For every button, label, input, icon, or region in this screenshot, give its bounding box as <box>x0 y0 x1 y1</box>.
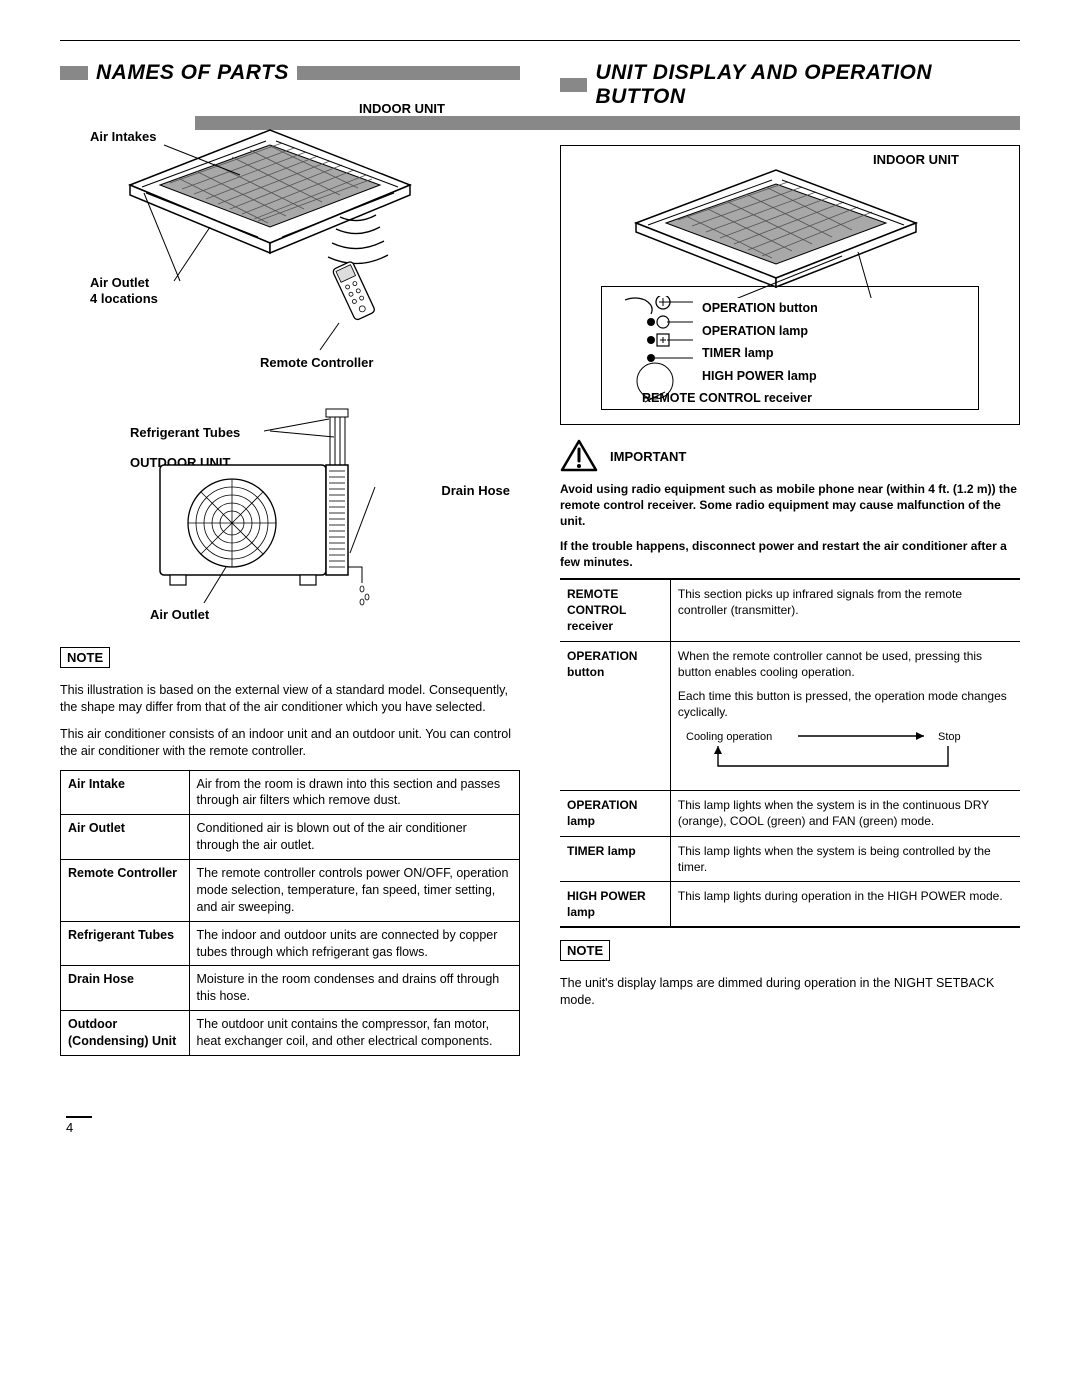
note-paragraph-1: This illustration is based on the extern… <box>60 682 520 716</box>
ops-table-key: TIMER lamp <box>560 836 670 881</box>
section-title: NAMES OF PARTS <box>96 61 289 85</box>
parts-table-key: Drain Hose <box>61 966 190 1011</box>
note-label-box-right: NOTE <box>560 940 610 961</box>
note-paragraph-right: The unit's display lamps are dimmed duri… <box>560 975 1020 1009</box>
parts-table-value: The remote controller controls power ON/… <box>189 860 519 922</box>
table-row: Air IntakeAir from the room is drawn int… <box>61 770 520 815</box>
outdoor-unit-illustration <box>150 407 410 617</box>
note-label-box: NOTE <box>60 647 110 668</box>
display-box: INDOOR UNIT <box>560 145 1020 425</box>
parts-table-key: Remote Controller <box>61 860 190 922</box>
parts-table-value: Air from the room is drawn into this sec… <box>189 770 519 815</box>
label-drain-hose: Drain Hose <box>441 483 510 498</box>
table-row: Remote ControllerThe remote controller c… <box>61 860 520 922</box>
cassette-illustration-right <box>606 158 946 298</box>
svg-text:Stop: Stop <box>938 731 961 743</box>
parts-table-value: Conditioned air is blown out of the air … <box>189 815 519 860</box>
ops-table-key: OPERATION lamp <box>560 791 670 836</box>
ops-table-key: HIGH POWER lamp <box>560 882 670 928</box>
table-row: Drain HoseMoisture in the room condenses… <box>61 966 520 1011</box>
important-label: IMPORTANT <box>610 449 686 464</box>
operations-table: REMOTE CONTROL receiverThis section pick… <box>560 578 1020 928</box>
parts-table-value: Moisture in the room condenses and drain… <box>189 966 519 1011</box>
label-operation-button: OPERATION button <box>702 297 968 320</box>
parts-table-key: Air Intake <box>61 770 190 815</box>
label-operation-lamp: OPERATION lamp <box>702 320 968 343</box>
page-number-bar <box>66 1116 92 1118</box>
important-p2: If the trouble happens, disconnect power… <box>560 538 1020 570</box>
label-high-power-lamp: HIGH POWER lamp <box>702 365 968 388</box>
page: NAMES OF PARTS INDOOR UNIT Air Intakes A… <box>0 0 1080 1175</box>
label-timer-lamp: TIMER lamp <box>702 342 968 365</box>
ops-table-value: This lamp lights when the system is in t… <box>670 791 1020 836</box>
parts-table-value: The indoor and outdoor units are connect… <box>189 921 519 966</box>
cassette-illustration <box>100 115 440 365</box>
table-row: OPERATION buttonWhen the remote controll… <box>560 641 1020 791</box>
parts-table-key: Outdoor (Condensing) Unit <box>61 1011 190 1056</box>
section-header-unit-display: UNIT DISPLAY AND OPERATION BUTTON <box>560 61 1020 109</box>
header-lead-bar <box>60 66 88 80</box>
ops-table-value: This lamp lights during operation in the… <box>670 882 1020 928</box>
important-p1: Avoid using radio equipment such as mobi… <box>560 481 1020 530</box>
top-rule <box>60 40 1020 41</box>
display-labels-box: OPERATION button OPERATION lamp TIMER la… <box>601 286 979 410</box>
section-header-continuation: BUTTON <box>560 111 1020 135</box>
ops-table-key: OPERATION button <box>560 641 670 791</box>
table-row: Outdoor (Condensing) UnitThe outdoor uni… <box>61 1011 520 1056</box>
ops-table-value: When the remote controller cannot be use… <box>670 641 1020 791</box>
parts-table-key: Air Outlet <box>61 815 190 860</box>
important-heading: IMPORTANT <box>560 439 1020 473</box>
left-column: NAMES OF PARTS INDOOR UNIT Air Intakes A… <box>60 61 520 1056</box>
svg-text:Cooling operation: Cooling operation <box>686 731 772 743</box>
table-row: HIGH POWER lampThis lamp lights during o… <box>560 882 1020 928</box>
figure-indoor-unit: INDOOR UNIT Air Intakes Air Outlet 4 loc… <box>60 97 520 397</box>
ops-table-value: This lamp lights when the system is bein… <box>670 836 1020 881</box>
figure-outdoor-unit: Refrigerant Tubes OUTDOOR UNIT Drain Hos… <box>60 407 520 637</box>
section-header-names-of-parts: NAMES OF PARTS <box>60 61 520 85</box>
table-row: Refrigerant TubesThe indoor and outdoor … <box>61 921 520 966</box>
parts-table-key: Refrigerant Tubes <box>61 921 190 966</box>
parts-table: Air IntakeAir from the room is drawn int… <box>60 770 520 1056</box>
label-remote-receiver: REMOTE CONTROL receiver <box>642 387 968 410</box>
table-row: TIMER lampThis lamp lights when the syst… <box>560 836 1020 881</box>
table-row: Air OutletConditioned air is blown out o… <box>61 815 520 860</box>
page-number: 4 <box>66 1116 1020 1135</box>
cycle-diagram: Cooling operation Stop <box>678 726 978 782</box>
header-lead-bar <box>560 78 587 92</box>
section-title: UNIT DISPLAY AND OPERATION BUTTON <box>595 61 1020 109</box>
label-indoor-unit: INDOOR UNIT <box>359 101 445 116</box>
table-row: OPERATION lampThis lamp lights when the … <box>560 791 1020 836</box>
table-row: REMOTE CONTROL receiverThis section pick… <box>560 579 1020 641</box>
two-column-layout: NAMES OF PARTS INDOOR UNIT Air Intakes A… <box>60 61 1020 1056</box>
warning-icon <box>560 439 598 473</box>
ops-table-value: This section picks up infrared signals f… <box>670 579 1020 641</box>
page-number-text: 4 <box>66 1120 73 1135</box>
header-tail-bar <box>297 66 520 80</box>
ops-table-key: REMOTE CONTROL receiver <box>560 579 670 641</box>
parts-table-value: The outdoor unit contains the compressor… <box>189 1011 519 1056</box>
right-column: UNIT DISPLAY AND OPERATION BUTTON BUTTON… <box>560 61 1020 1056</box>
note-paragraph-2: This air conditioner consists of an indo… <box>60 726 520 760</box>
